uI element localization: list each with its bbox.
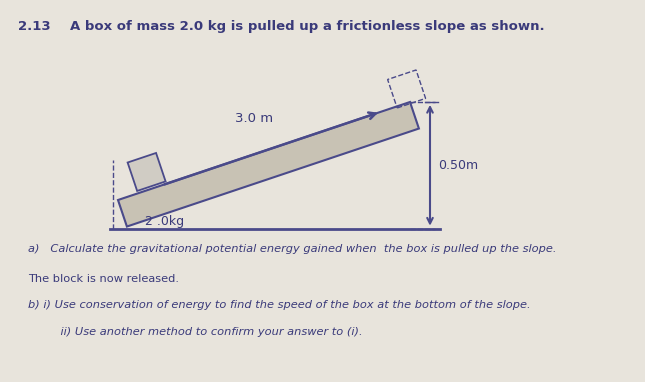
- Polygon shape: [128, 153, 166, 191]
- Text: The block is now released.: The block is now released.: [28, 274, 179, 284]
- Text: 2 .0kg: 2 .0kg: [145, 215, 184, 228]
- Text: 0.50m: 0.50m: [438, 159, 478, 172]
- Text: a)   Calculate the gravitational potential energy gained when  the box is pulled: a) Calculate the gravitational potential…: [28, 244, 557, 254]
- Text: 2.13: 2.13: [18, 20, 50, 33]
- Text: 3.0 m: 3.0 m: [235, 113, 273, 126]
- Polygon shape: [118, 102, 419, 227]
- Text: ii) Use another method to confirm your answer to (i).: ii) Use another method to confirm your a…: [46, 327, 362, 337]
- Text: A box of mass 2.0 kg is pulled up a frictionless slope as shown.: A box of mass 2.0 kg is pulled up a fric…: [70, 20, 544, 33]
- Text: b) i) Use conservation of energy to find the speed of the box at the bottom of t: b) i) Use conservation of energy to find…: [28, 300, 531, 310]
